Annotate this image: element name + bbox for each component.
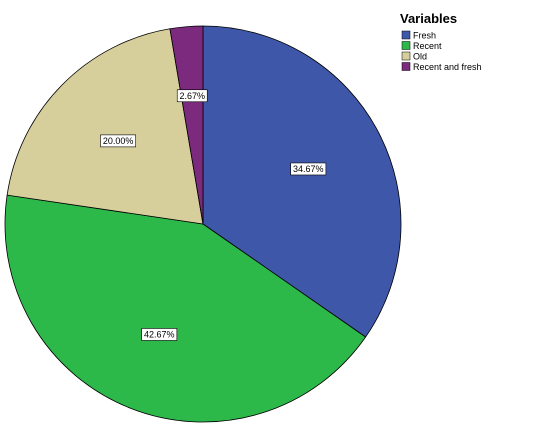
legend-label: Old bbox=[413, 52, 427, 62]
legend-title: Variables bbox=[400, 11, 457, 26]
data-label-text: 34.67% bbox=[293, 164, 324, 174]
legend-label: Fresh bbox=[413, 31, 436, 41]
data-label-text: 42.67% bbox=[144, 329, 175, 339]
pie-slice-recent-and-fresh bbox=[169, 25, 204, 225]
data-label-recent: 42.67% bbox=[141, 328, 178, 341]
legend-item-recent-and-fresh: Recent and fresh bbox=[401, 62, 482, 72]
legend-item-old: Old bbox=[401, 51, 427, 62]
legend-item-fresh: Fresh bbox=[401, 30, 436, 41]
data-label-text: 2.67% bbox=[179, 91, 205, 101]
legend-label: Recent and fresh bbox=[413, 62, 482, 72]
pie-slice-old bbox=[6, 28, 204, 225]
legend-label: Recent bbox=[413, 41, 442, 51]
pie-slice-fresh bbox=[202, 25, 402, 338]
data-label-old: 20.00% bbox=[100, 134, 137, 148]
data-label-fresh: 34.67% bbox=[290, 162, 327, 176]
data-label-box bbox=[141, 328, 178, 341]
pie-slice-recent bbox=[4, 194, 367, 423]
data-label-box bbox=[100, 134, 137, 148]
legend-swatch bbox=[401, 51, 411, 61]
data-label-recent-and-fresh: 2.67% bbox=[176, 89, 208, 103]
data-label-text: 20.00% bbox=[103, 136, 134, 146]
legend-swatch bbox=[401, 62, 411, 71]
pie-slices bbox=[4, 25, 402, 423]
data-labels: 34.67% 42.67% 20.00% 2.67% bbox=[100, 89, 327, 341]
data-label-box bbox=[290, 162, 327, 176]
legend-swatch bbox=[401, 41, 411, 50]
legend-swatch bbox=[401, 30, 411, 40]
legend-item-recent: Recent bbox=[401, 41, 442, 51]
data-label-box bbox=[176, 89, 208, 103]
